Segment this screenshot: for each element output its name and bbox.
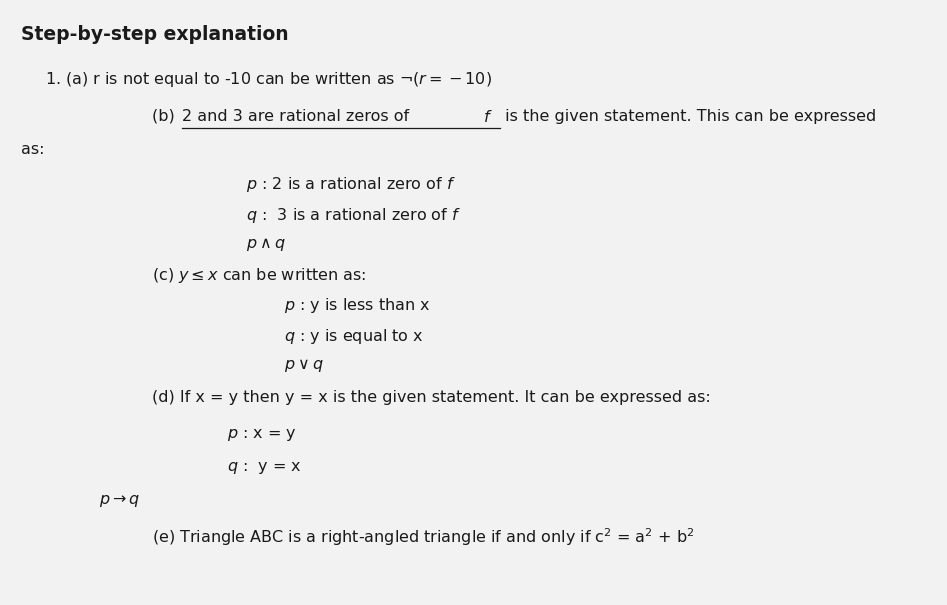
Text: $p$ : x = y: $p$ : x = y — [227, 427, 297, 442]
Text: (b): (b) — [152, 109, 179, 124]
Text: $p$ : 2 is a rational zero of $f$: $p$ : 2 is a rational zero of $f$ — [246, 175, 456, 194]
Text: $p \wedge q$: $p \wedge q$ — [246, 236, 286, 253]
Text: $q$ :  y = x: $q$ : y = x — [227, 460, 302, 476]
Text: $p \vee q$: $p \vee q$ — [284, 357, 324, 374]
Text: $q$ :  3 is a rational zero of $f$: $q$ : 3 is a rational zero of $f$ — [246, 206, 461, 224]
Text: $f$: $f$ — [483, 109, 492, 125]
Text: $q$ : y is equal to x: $q$ : y is equal to x — [284, 327, 424, 345]
Text: 1. (a) r is not equal to -10 can be written as $\neg(r = -10)$: 1. (a) r is not equal to -10 can be writ… — [45, 70, 492, 88]
Text: $p$ : y is less than x: $p$ : y is less than x — [284, 296, 431, 315]
Text: as:: as: — [21, 142, 45, 157]
Text: $p \rightarrow q$: $p \rightarrow q$ — [99, 493, 141, 509]
Text: Step-by-step explanation: Step-by-step explanation — [21, 25, 289, 44]
Text: (e) Triangle ABC is a right-angled triangle if and only if c$^2$ = a$^2$ + b$^2$: (e) Triangle ABC is a right-angled trian… — [152, 526, 694, 548]
Text: (c) $y \leq x$ can be written as:: (c) $y \leq x$ can be written as: — [152, 266, 366, 285]
Text: is the given statement. This can be expressed: is the given statement. This can be expr… — [500, 109, 876, 124]
Text: 2 and 3 are rational zeros of: 2 and 3 are rational zeros of — [182, 109, 414, 124]
Text: (d) If x = y then y = x is the given statement. It can be expressed as:: (d) If x = y then y = x is the given sta… — [152, 390, 710, 405]
